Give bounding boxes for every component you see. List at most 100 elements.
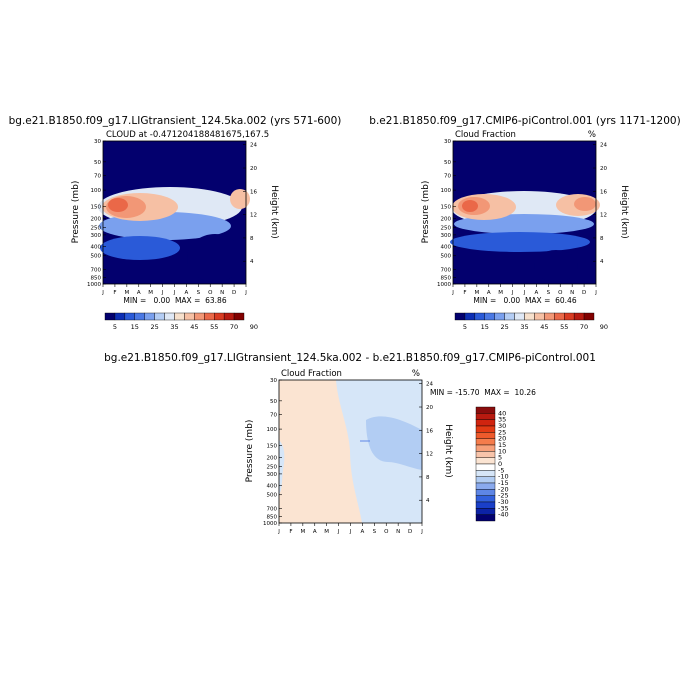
x-tick-label: D (582, 290, 586, 296)
x-tick-label: F (113, 290, 116, 296)
panel-2-plot: J F M A M J J A S O N D J 30 50 70 100 150 200 250 300 400 50… (437, 139, 607, 296)
colorbar-label: 0 (498, 460, 502, 468)
panel-2-colorbar: 5 15 25 35 45 55 70 90 (454, 312, 608, 331)
x-tick-label: D (408, 529, 412, 535)
colorbar-label: 5 (113, 323, 117, 331)
x-tick-label: M (498, 290, 503, 296)
y-tick-label: 100 (441, 188, 452, 194)
colorbar-label: 35 (498, 416, 506, 424)
x-tick-label: J (101, 290, 104, 296)
x-tick-label: A (361, 529, 365, 535)
panel-2-subtitle: Cloud Fraction (455, 130, 516, 140)
y2-tick-label: 16 (426, 428, 433, 434)
panel-2-dry-zone (534, 250, 578, 282)
colorbar-swatch (475, 457, 496, 465)
colorbar-swatch (475, 413, 496, 420)
colorbar-swatch (475, 476, 496, 484)
panel-1-dry-zone (187, 234, 243, 282)
colorbar-swatch (475, 501, 496, 509)
x-tick-label: J (349, 529, 352, 535)
y-tick-label: 200 (441, 216, 452, 222)
colorbar-swatch (214, 312, 225, 321)
y-tick-label: 500 (91, 254, 102, 260)
colorbar-swatch (134, 312, 145, 321)
panel-2-left-core (462, 200, 478, 212)
y-tick-label: 250 (91, 225, 102, 231)
y-tick-label: 500 (441, 254, 452, 260)
y-tick-label: 400 (91, 245, 102, 251)
colorbar-label: 5 (463, 323, 467, 331)
colorbar-swatch (475, 495, 496, 503)
colorbar-swatch (514, 312, 525, 321)
y-tick-label: 250 (441, 225, 452, 231)
x-tick-label: M (474, 290, 479, 296)
panel-1-anvil-core (108, 198, 128, 212)
colorbar-swatch (544, 312, 555, 321)
y-tick-label: 300 (441, 233, 452, 239)
colorbar-label: 90 (600, 323, 608, 331)
colorbar-swatch (144, 312, 155, 321)
panel-3-left-neg (279, 440, 285, 495)
x-tick-label: J (277, 529, 280, 535)
x-tick-label: D (232, 290, 236, 296)
panel-1-y2-axis: 24 20 16 12 8 4 (243, 143, 257, 265)
panel-3-unit: % (412, 369, 420, 379)
y-tick-label: 30 (94, 139, 101, 145)
colorbar-swatch (223, 312, 235, 321)
colorbar-label: 55 (210, 323, 218, 331)
y2-tick-label: 20 (600, 166, 607, 172)
y2-tick-label: 16 (600, 189, 607, 195)
x-tick-label: O (208, 290, 213, 296)
colorbar-swatch (454, 312, 466, 321)
colorbar-swatch (204, 312, 215, 321)
y-tick-label: 1000 (437, 282, 451, 288)
colorbar-label: 30 (498, 422, 506, 430)
panel-2-y2label: Height (km) (619, 185, 629, 239)
y2-tick-label: 20 (426, 405, 433, 411)
x-tick-label: J (451, 290, 454, 296)
colorbar-swatch (475, 470, 496, 477)
colorbar-label: -30 (498, 498, 509, 506)
y-tick-label: 50 (270, 399, 277, 405)
x-tick-label: S (547, 290, 551, 296)
colorbar-swatch (475, 514, 496, 522)
colorbar-swatch (475, 425, 496, 433)
colorbar-label: 15 (481, 323, 489, 331)
y-tick-label: 400 (267, 484, 278, 490)
x-tick-label: J (244, 290, 247, 296)
panel-3-plot: J F M A M J J A S O N D J 30 50 70 100 150 200 250 300 400 50… (263, 378, 433, 535)
panel-2: b.e21.B1850.f09_g17.CMIP6-piControl.001 … (369, 115, 680, 331)
y2-tick-label: 8 (426, 475, 430, 481)
x-tick-label: J (337, 529, 340, 535)
colorbar-label: 25 (151, 323, 159, 331)
y-tick-label: 700 (91, 267, 102, 273)
y2-tick-label: 8 (600, 236, 604, 242)
y-tick-label: 150 (267, 444, 278, 450)
x-tick-label: O (558, 290, 563, 296)
y-tick-label: 700 (267, 506, 278, 512)
x-tick-label: J (594, 290, 597, 296)
panel-1-band-low (100, 236, 180, 260)
y-tick-label: 200 (91, 216, 102, 222)
panel-2-right-orange (574, 197, 596, 211)
panel-2-minmax: MIN = 0.00 MAX = 60.46 (473, 296, 576, 305)
colorbar-swatch (154, 312, 165, 321)
x-tick-label: F (463, 290, 466, 296)
x-tick-label: J (173, 290, 176, 296)
y-tick-label: 100 (91, 188, 102, 194)
colorbar-swatch (194, 312, 205, 321)
y2-tick-label: 12 (426, 452, 433, 458)
x-tick-label: J (420, 529, 423, 535)
colorbar-swatch (475, 406, 496, 414)
panel-2-ylabel: Pressure (mb) (421, 181, 431, 244)
colorbar-swatch (464, 312, 476, 321)
colorbar-swatch (124, 312, 135, 321)
colorbar-swatch (534, 312, 545, 321)
colorbar-swatch (573, 312, 585, 321)
colorbar-swatch (474, 312, 485, 321)
colorbar-label: -5 (498, 466, 504, 474)
colorbar-swatch (475, 463, 496, 471)
colorbar-label: 15 (498, 441, 506, 449)
y-tick-label: 700 (441, 267, 452, 273)
